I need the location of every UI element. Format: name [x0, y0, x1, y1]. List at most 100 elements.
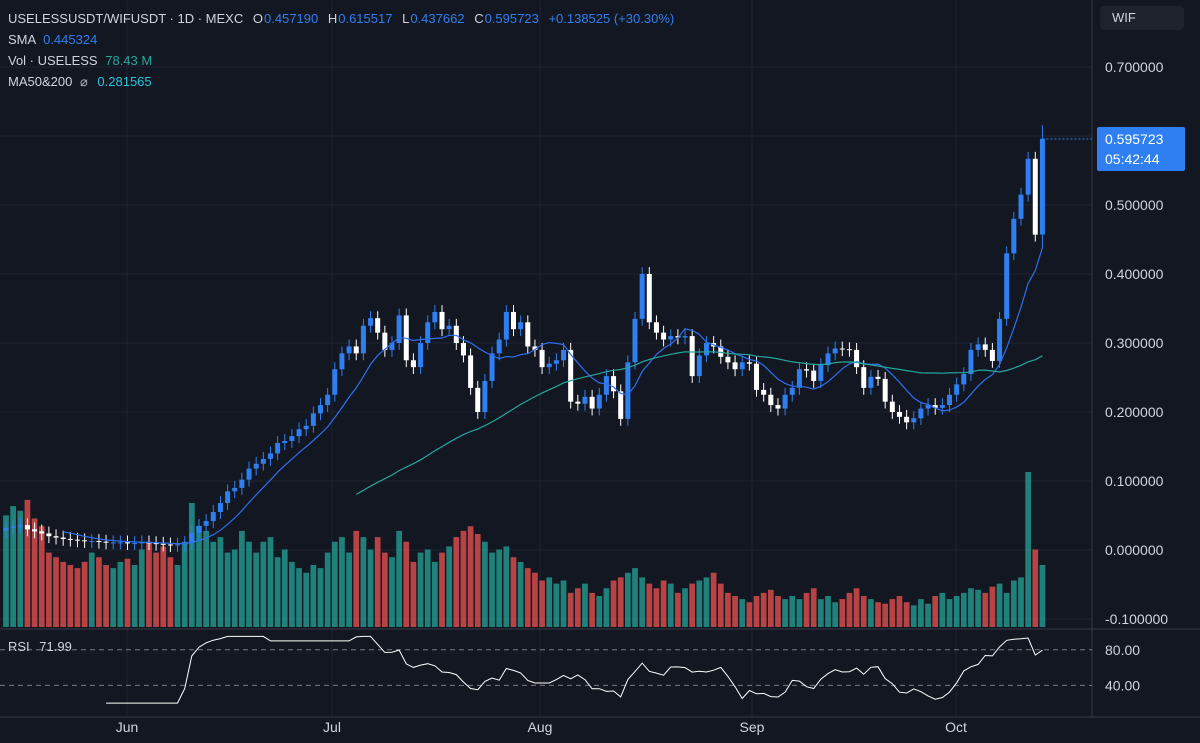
candle-body [904, 416, 910, 423]
candle-body [811, 370, 817, 381]
volume-bar [932, 596, 939, 627]
candle-body [132, 543, 138, 545]
candle-body [103, 541, 109, 543]
open-label: O [252, 11, 263, 26]
volume-bar [982, 592, 989, 627]
candle-body [596, 394, 602, 409]
candle-body [153, 543, 159, 545]
ma50-line [355, 351, 1043, 495]
sma-line [63, 247, 1043, 545]
time-tick-label: Aug [528, 719, 553, 735]
volume-bar [989, 586, 996, 627]
volume-bar [1032, 549, 1039, 627]
candle-body [989, 349, 995, 361]
candle-body [839, 348, 845, 350]
volume-bar [689, 583, 696, 627]
rsi-legend[interactable]: RSI 71.99 [8, 639, 72, 654]
candle-body [611, 376, 617, 392]
candle-body [432, 311, 438, 323]
volume-bar [717, 583, 724, 627]
candle-body [82, 540, 88, 542]
volume-bar [496, 549, 503, 627]
volume-bar [782, 599, 788, 627]
candle-body [210, 512, 216, 522]
volume-bar [503, 546, 510, 627]
candle-body [832, 348, 838, 354]
sma-label: SMA [8, 32, 36, 47]
low-label: L [402, 11, 410, 26]
candle-body [875, 376, 881, 379]
candle-body [189, 532, 195, 544]
sma-row[interactable]: SMA 0.445324 [8, 29, 674, 50]
candle-body [561, 349, 567, 361]
candle-body [24, 525, 30, 530]
volume-bar [267, 537, 274, 627]
candle-body [217, 503, 223, 513]
candle-body [925, 405, 931, 409]
volume-bar [274, 557, 281, 627]
volume-bar [10, 506, 17, 627]
price-tick-label: 0.500000 [1105, 197, 1164, 213]
volume-bar [710, 572, 717, 627]
hidden-eye-icon[interactable]: ⌀ [79, 74, 88, 89]
ma-row[interactable]: MA50&200 ⌀ 0.281565 [8, 71, 674, 92]
volume-bar [732, 596, 738, 627]
volume-bar [146, 541, 152, 627]
candle-body [396, 315, 402, 343]
candle-body [160, 543, 166, 545]
volume-bar [81, 561, 88, 627]
volume-bar [424, 549, 431, 627]
price-tick-label: 0.700000 [1105, 59, 1164, 75]
volume-bar [138, 549, 145, 627]
volume-bar [632, 568, 638, 627]
volume-bar [653, 588, 660, 627]
symbol-badge[interactable]: WIF [1100, 6, 1184, 30]
candles [3, 125, 1045, 553]
volume-bar [453, 537, 460, 627]
volume-bar [403, 541, 410, 627]
volume-bar [910, 605, 917, 627]
volume-bar [353, 530, 360, 627]
volume-bar [96, 557, 102, 627]
volume-bar [410, 561, 417, 627]
candle-body [32, 529, 38, 532]
volume-bar [546, 577, 553, 627]
candle-body [975, 344, 981, 350]
volume-bar [760, 592, 767, 627]
last-price-box [1097, 126, 1185, 171]
volume-bar [574, 588, 581, 627]
candle-body [997, 318, 1003, 361]
symbol-label: USELESSUSDT/WIFUSDT · 1D · MEXC [8, 11, 244, 26]
change-value: +0.138525 (+30.30%) [548, 11, 675, 26]
candle-body [696, 355, 702, 377]
volume-bar [589, 592, 595, 627]
volume-bar [1039, 565, 1046, 627]
volume-bar [739, 599, 746, 627]
price-tick-label: -0.100000 [1105, 611, 1168, 627]
candle-body [117, 542, 123, 544]
candle-body [625, 362, 631, 419]
candle-body [918, 408, 924, 419]
candle-body [782, 394, 788, 409]
volume-bar [875, 602, 881, 627]
volume-bar [660, 580, 667, 627]
volume-row[interactable]: Vol · USELESS 78.43 M [8, 50, 674, 71]
candle-body [639, 274, 645, 319]
candle-body [110, 542, 116, 544]
candle-body [318, 405, 324, 414]
volume-bar [675, 592, 681, 627]
volume-bar [896, 596, 903, 627]
candle-body [518, 322, 524, 330]
volume-bar [110, 568, 117, 627]
volume-bar [532, 572, 538, 627]
candle-body [668, 336, 674, 340]
candle-body [3, 527, 9, 531]
candle-body [775, 405, 781, 409]
candle-body [889, 401, 895, 412]
candle-body [60, 537, 66, 539]
candle-body [789, 387, 795, 395]
volume-bar [310, 565, 317, 627]
volume-bar [596, 596, 603, 627]
volume-bar [682, 588, 688, 627]
